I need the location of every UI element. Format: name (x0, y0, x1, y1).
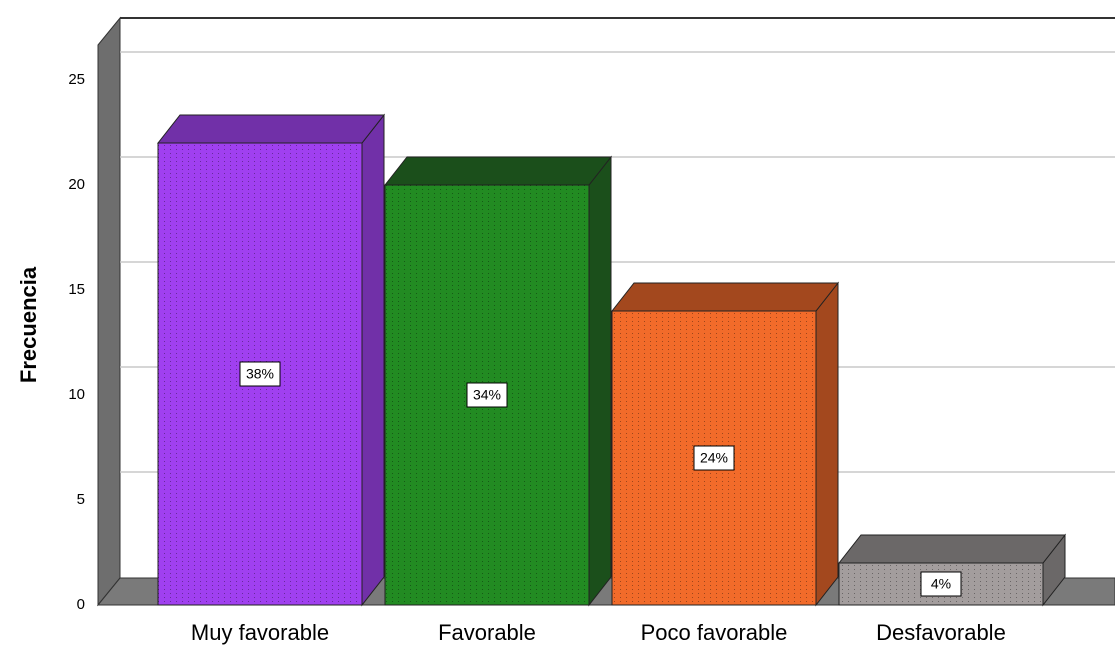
value-label: 24% (700, 450, 728, 466)
y-tick-label: 0 (77, 596, 85, 613)
bar-side (588, 155, 612, 607)
bar-group: 38% (156, 113, 386, 607)
bar-top (610, 282, 840, 312)
bar-group: 4% (837, 533, 1067, 607)
y-tick-label: 10 (68, 386, 85, 403)
value-label: 4% (931, 576, 951, 592)
y-tick-label: 15 (68, 281, 85, 298)
bar-top (837, 534, 1067, 564)
bar-top (156, 114, 386, 144)
bar-group: 24% (610, 281, 840, 607)
bar-top (383, 156, 613, 186)
bar-group: 34% (383, 155, 613, 607)
y-axis-label: Frecuencia (16, 266, 41, 383)
x-tick-label: Favorable (438, 620, 536, 645)
value-label-box (920, 571, 962, 597)
bar-side (361, 113, 385, 607)
value-label-box (239, 361, 281, 387)
side-wall (97, 16, 121, 607)
bar-side (815, 281, 839, 607)
value-label: 34% (473, 387, 501, 403)
value-label-box (693, 445, 735, 471)
y-tick-label: 5 (77, 491, 85, 508)
y-tick-label: 25 (68, 71, 85, 88)
x-tick-label: Muy favorable (191, 620, 329, 645)
x-tick-label: Poco favorable (641, 620, 788, 645)
x-tick-label: Desfavorable (876, 620, 1006, 645)
value-label: 38% (246, 366, 274, 382)
value-label-box (466, 382, 508, 408)
y-tick-label: 20 (68, 176, 85, 193)
